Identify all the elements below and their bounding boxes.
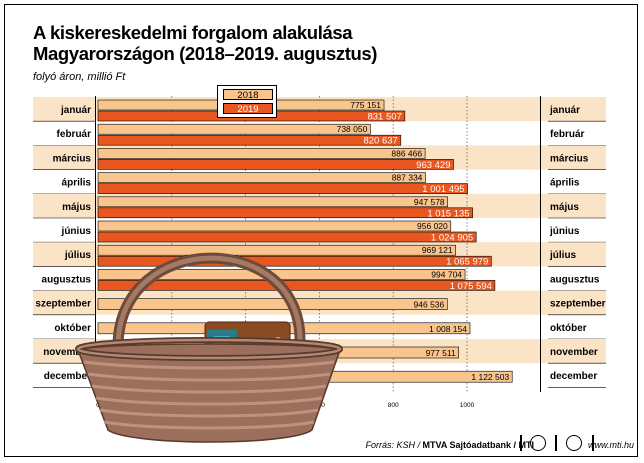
category-label-left: január bbox=[60, 105, 91, 116]
category-label-right: április bbox=[550, 178, 580, 189]
data-label-2018: 775 151 bbox=[350, 100, 381, 110]
bar-2018 bbox=[97, 172, 426, 183]
mtva-logo-icon bbox=[530, 435, 546, 451]
x-tick-label: 800 bbox=[388, 402, 399, 409]
category-label-right: január bbox=[549, 105, 580, 116]
category-label-left: február bbox=[57, 129, 92, 140]
category-label-right: március bbox=[550, 153, 589, 164]
category-label-left: december bbox=[44, 371, 91, 382]
legend-item-2018: 2018 bbox=[223, 89, 273, 101]
data-label-2018: 956 020 bbox=[417, 221, 448, 231]
data-label-2019: 820 637 bbox=[363, 136, 397, 147]
data-label-2019: 1 024 905 bbox=[431, 233, 473, 244]
category-label-left: július bbox=[64, 250, 92, 261]
category-label-right: szeptember bbox=[550, 299, 606, 310]
bar-2018 bbox=[97, 298, 448, 310]
data-label-2018: 1 008 154 bbox=[429, 324, 467, 334]
footer-separator bbox=[555, 435, 557, 451]
source-agency: MTVA Sajtóadatbank / MTI bbox=[422, 440, 534, 450]
data-label-2018: 886 466 bbox=[391, 148, 422, 158]
category-label-left: június bbox=[61, 226, 92, 237]
footer-separator bbox=[520, 435, 522, 451]
category-label-right: október bbox=[550, 323, 587, 334]
bar-2019 bbox=[97, 134, 402, 146]
bar-2018 bbox=[97, 148, 426, 159]
category-label-right: december bbox=[550, 371, 597, 382]
x-tick-label: 1000 bbox=[460, 402, 475, 409]
data-label-2019: 963 429 bbox=[416, 160, 450, 171]
data-label-2018: 977 511 bbox=[426, 348, 456, 358]
data-label-2018: 1 122 503 bbox=[471, 372, 509, 382]
data-label-2018: 887 334 bbox=[392, 173, 423, 183]
data-label-2019: 1 065 979 bbox=[446, 257, 488, 268]
chart-title: A kiskereskedelmi forgalom alakulása Mag… bbox=[33, 22, 378, 64]
footer: Forrás: KSH / MTVA Sajtóadatbank / MTI w… bbox=[0, 431, 644, 455]
category-label-left: november bbox=[43, 347, 91, 358]
category-label-left: május bbox=[62, 202, 91, 213]
data-label-2019: 1 001 495 bbox=[422, 184, 464, 195]
legend: 2018 2019 bbox=[217, 85, 277, 118]
website-link[interactable]: www.mti.hu bbox=[587, 440, 634, 450]
category-label-left: október bbox=[54, 323, 91, 334]
category-label-right: július bbox=[549, 250, 577, 261]
footer-separator bbox=[592, 435, 594, 451]
data-label-2018: 946 536 bbox=[414, 300, 445, 310]
category-label-left: szeptember bbox=[35, 299, 91, 310]
data-label-2019: 831 507 bbox=[367, 112, 401, 123]
category-label-left: március bbox=[53, 153, 92, 164]
bar-2018 bbox=[97, 196, 448, 208]
data-label-2019: 1 075 594 bbox=[450, 281, 492, 292]
bar-2018 bbox=[97, 220, 452, 232]
mti-logo-icon bbox=[566, 435, 582, 451]
legend-item-2019: 2019 bbox=[223, 103, 273, 115]
bar-2019 bbox=[97, 231, 477, 243]
bar-2019 bbox=[97, 255, 492, 267]
data-label-2018: 738 050 bbox=[337, 124, 368, 134]
data-label-2018: 947 578 bbox=[414, 197, 445, 207]
category-label-right: május bbox=[550, 202, 579, 213]
category-label-right: június bbox=[549, 226, 580, 237]
data-label-2019: 1 015 135 bbox=[427, 208, 469, 219]
category-label-right: november bbox=[550, 347, 598, 358]
data-label-2018: 969 121 bbox=[422, 245, 453, 255]
chart-subtitle: folyó áron, millió Ft bbox=[33, 71, 126, 83]
bar-2019 bbox=[97, 159, 454, 170]
data-label-2018: 994 704 bbox=[431, 269, 462, 279]
category-label-left: augusztus bbox=[42, 274, 92, 285]
category-label-right: augusztus bbox=[550, 274, 600, 285]
bar-2018 bbox=[97, 123, 371, 135]
shopping-basket-illustration bbox=[75, 252, 343, 443]
category-label-right: február bbox=[550, 129, 585, 140]
bar-2018 bbox=[97, 244, 456, 256]
source-credit: Forrás: KSH / MTVA Sajtóadatbank / MTI bbox=[365, 440, 534, 450]
category-label-left: április bbox=[62, 178, 92, 189]
source-prefix: Forrás: KSH / bbox=[365, 440, 423, 450]
bar-2019 bbox=[97, 280, 496, 291]
bar-2019 bbox=[97, 183, 468, 194]
bar-2019 bbox=[97, 207, 473, 219]
bar-2018 bbox=[97, 269, 466, 280]
